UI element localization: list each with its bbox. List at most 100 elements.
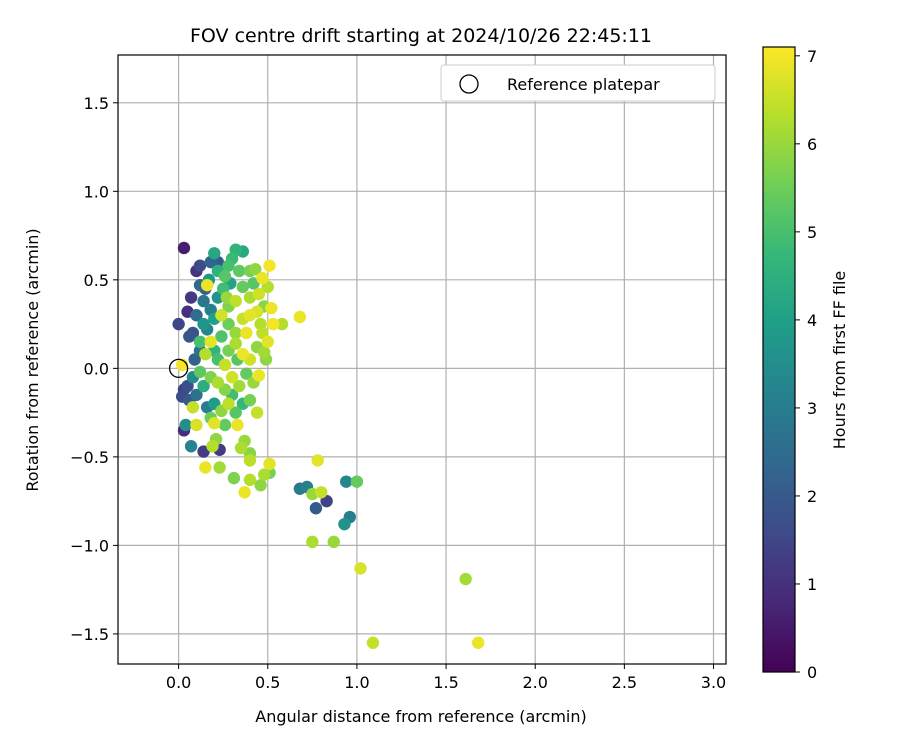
grid-lines — [118, 55, 726, 664]
scatter-point — [222, 259, 235, 272]
scatter-point — [247, 277, 260, 290]
scatter-point — [243, 473, 257, 487]
scatter-point — [265, 301, 278, 315]
scatter-point — [190, 388, 203, 402]
scatter-point — [327, 535, 340, 549]
scatter-point — [315, 486, 328, 499]
scatter-point — [179, 418, 192, 432]
legend: Reference platepar — [440, 64, 716, 102]
scatter-point — [240, 367, 253, 380]
scatter-point — [233, 379, 246, 393]
scatter-point — [186, 401, 200, 414]
scatter-point — [184, 291, 198, 304]
scatter-point — [236, 347, 250, 361]
scatter-point — [250, 406, 264, 419]
colorbar-ticks: 0 1 2 3 4 5 6 7 — [795, 47, 817, 682]
y-axis-label: Rotation from reference (arcmin) — [23, 228, 42, 491]
colorbar: 0 1 2 3 4 5 6 7 Hours from first FF file — [762, 46, 849, 682]
scatter-point — [229, 337, 242, 350]
x-axis-label: Angular distance from reference (arcmin) — [255, 707, 586, 726]
scatter-point — [252, 287, 266, 301]
scatter-point — [206, 440, 219, 453]
y-tick-label: −1.5 — [70, 625, 109, 644]
scatter-point — [229, 406, 242, 419]
legend-entry-reference: Reference platepar — [507, 75, 660, 94]
scatter-point — [258, 346, 271, 359]
legend-box — [440, 64, 716, 102]
scatter-point — [184, 440, 198, 453]
scatter-point — [197, 379, 210, 393]
scatter-point — [183, 330, 196, 343]
x-tick-label: 2.0 — [522, 673, 547, 692]
colorbar-tick-label: 1 — [807, 575, 817, 594]
y-tick-label: 0.5 — [84, 271, 109, 290]
scatter-point — [309, 502, 323, 515]
scatter-point — [240, 326, 253, 340]
scatter-point — [199, 347, 212, 361]
scatter-point — [233, 264, 246, 278]
scatter-point — [213, 461, 226, 474]
scatter-point — [218, 418, 232, 432]
colorbar-tick-label: 5 — [807, 223, 817, 242]
plot-area — [117, 54, 727, 665]
colorbar-tick-label: 3 — [807, 399, 817, 418]
scatter-point — [172, 317, 185, 331]
scatter-point — [218, 358, 232, 372]
scatter-point — [238, 486, 251, 499]
scatter-point — [354, 562, 367, 575]
y-tick-label: 1.0 — [84, 182, 109, 201]
scatter-point — [193, 365, 207, 379]
scatter-point — [200, 278, 214, 292]
colorbar-tick-label: 7 — [807, 47, 817, 66]
x-tick-label: 2.5 — [612, 673, 637, 692]
x-tick-label: 0.0 — [166, 673, 191, 692]
plot-frame — [117, 54, 727, 665]
scatter-point — [222, 397, 235, 410]
colorbar-tick-label: 6 — [807, 135, 817, 154]
scatter-point — [190, 418, 203, 432]
scatter-point — [215, 309, 228, 322]
y-tick-label: 1.5 — [84, 94, 109, 113]
scatter-point — [254, 478, 267, 492]
scatter-point — [234, 441, 248, 455]
chart-title: FOV centre drift starting at 2024/10/26 … — [190, 25, 652, 47]
scatter-point — [236, 280, 250, 294]
x-tick-label: 1.5 — [433, 673, 458, 692]
y-axis-ticks: −1.5 −1.0 −0.5 0.0 0.5 1.0 1.5 — [70, 94, 118, 644]
scatter-point — [177, 241, 191, 255]
scatter-point — [197, 317, 210, 331]
scatter-point — [243, 309, 257, 322]
scatter-point — [193, 335, 207, 348]
scatter-point — [471, 636, 485, 649]
reference-platepar-marker — [168, 358, 189, 379]
scatter-point — [208, 417, 221, 430]
scatter-point — [222, 317, 235, 331]
scatter-point — [350, 475, 364, 488]
scatter-point — [197, 445, 210, 458]
scatter-point — [366, 636, 380, 649]
scatter-point — [258, 468, 271, 481]
scatter-point — [249, 263, 262, 276]
scatter-point — [227, 471, 241, 485]
colorbar-tick-label: 0 — [807, 663, 817, 682]
x-axis-ticks: 0.0 0.5 1.0 1.5 2.0 2.5 3.0 — [166, 664, 726, 692]
scatter-point — [204, 335, 217, 348]
scatter-point — [266, 317, 280, 331]
y-tick-label: −1.0 — [70, 536, 109, 555]
scatter-point — [190, 309, 203, 322]
plot-background — [118, 55, 726, 664]
scatter-point — [252, 369, 266, 382]
scatter-point — [211, 376, 225, 389]
scatter-point — [338, 517, 351, 531]
colorbar-gradient — [762, 46, 796, 673]
scatter-point — [225, 371, 239, 384]
scatter-point — [199, 461, 212, 474]
scatter-point — [215, 330, 228, 343]
colorbar-tick-label: 4 — [807, 311, 817, 330]
scatter-point — [229, 326, 242, 340]
scatter-point — [193, 259, 207, 272]
scatter-point — [261, 335, 274, 348]
colorbar-tick-label: 2 — [807, 487, 817, 506]
legend-marker-reference — [459, 74, 479, 94]
